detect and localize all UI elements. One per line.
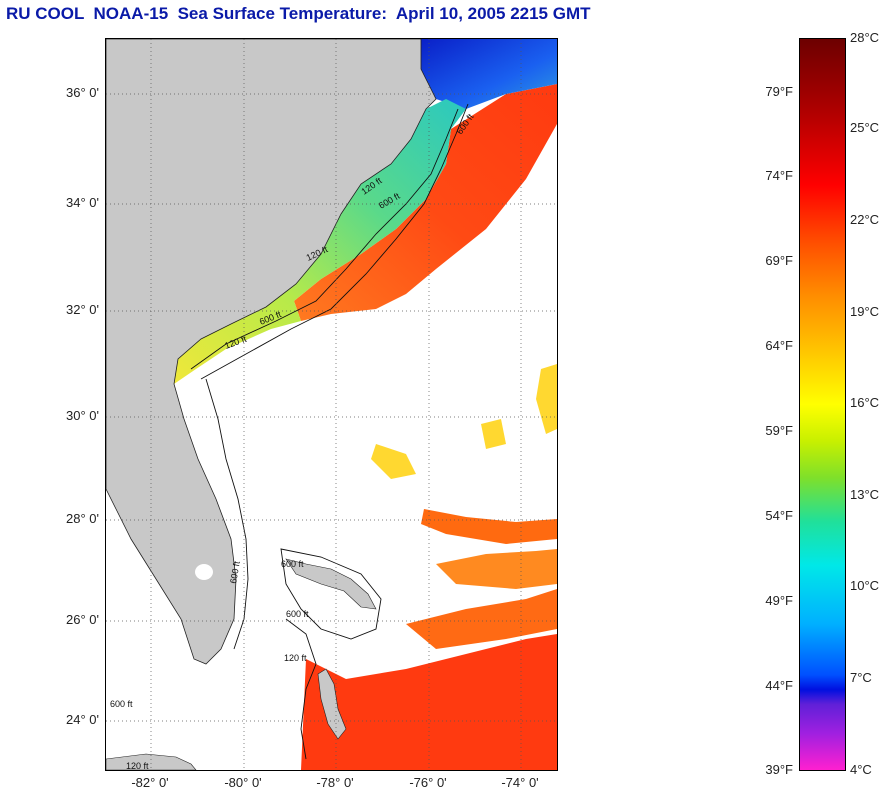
colorbar-celsius-label: 19°C: [850, 304, 880, 319]
colorbar-fahrenheit-label: 49°F: [765, 593, 793, 608]
lat-label: 34° 0': [66, 195, 99, 210]
land-bahamas-north: [285, 558, 377, 610]
colorbar-celsius-label: 22°C: [850, 212, 880, 227]
colorbar-fahrenheit-label: 74°F: [765, 168, 793, 183]
land-bahamas: [317, 668, 347, 740]
lon-label: -74° 0': [501, 775, 539, 790]
colorbar-fahrenheit-label: 39°F: [765, 762, 793, 777]
colorbar-celsius-label: 25°C: [850, 120, 880, 135]
contour-line-florida: [205, 378, 249, 650]
contour-label: 120 ft: [284, 653, 307, 663]
yellow-patch-2: [481, 419, 506, 449]
warm-eddy-band: [421, 509, 557, 544]
warm-water-patch: [406, 589, 557, 649]
contour-label: 120 ft: [126, 761, 149, 770]
colorbar-fahrenheit-label: 59°F: [765, 423, 793, 438]
lat-label: 36° 0': [66, 85, 99, 100]
colorbar-fahrenheit-label: 64°F: [765, 338, 793, 353]
lat-label: 30° 0': [66, 408, 99, 423]
land-cuba: [106, 753, 197, 770]
sst-map: 120 ft 600 ft 120 ft 600 ft 120 ft 600 f…: [105, 38, 558, 771]
lon-label: -76° 0': [409, 775, 447, 790]
land-us-coast: [106, 39, 437, 665]
colorbar-celsius-label: 4°C: [850, 762, 872, 777]
colorbar-celsius-label: 13°C: [850, 487, 880, 502]
lat-label: 26° 0': [66, 612, 99, 627]
colorbar-fahrenheit-label: 54°F: [765, 508, 793, 523]
colorbar-celsius-label: 7°C: [850, 670, 872, 685]
colorbar-fahrenheit-label: 69°F: [765, 253, 793, 268]
warm-water-south: [301, 634, 557, 770]
map-title: RU COOL NOAA-15 Sea Surface Temperature:…: [6, 4, 591, 23]
lon-label: -82° 0': [131, 775, 169, 790]
colorbar-fahrenheit-label: 44°F: [765, 678, 793, 693]
cold-water-region: [421, 39, 557, 109]
warm-water-patch-2: [436, 549, 557, 589]
yellow-patch-3: [536, 364, 557, 434]
contour-line-120ft: [190, 108, 459, 370]
lat-label: 32° 0': [66, 302, 99, 317]
lon-label: -78° 0': [316, 775, 354, 790]
lat-label: 28° 0': [66, 511, 99, 526]
contour-label: 600 ft: [228, 560, 242, 584]
lon-label: -80° 0': [224, 775, 262, 790]
contour-line-bank-2: [285, 618, 317, 760]
contour-label: 600 ft: [281, 559, 304, 569]
colorbar-celsius-label: 10°C: [850, 578, 880, 593]
contour-label: 600 ft: [110, 699, 133, 709]
yellow-patch: [371, 444, 416, 479]
lake-okeechobee: [195, 564, 213, 580]
gulf-stream-region: [294, 84, 557, 321]
colorbar-fahrenheit-label: 79°F: [765, 84, 793, 99]
shelf-water-region: [174, 99, 466, 384]
sst-map-canvas: 120 ft 600 ft 120 ft 600 ft 120 ft 600 f…: [106, 39, 557, 770]
temperature-colorbar: [799, 38, 846, 771]
contour-line-bank: [280, 548, 382, 640]
colorbar-celsius-label: 28°C: [850, 30, 880, 45]
lat-label: 24° 0': [66, 712, 99, 727]
contour-line-600ft: [200, 103, 469, 380]
contour-label: 600 ft: [286, 609, 309, 619]
colorbar-celsius-label: 16°C: [850, 395, 880, 410]
